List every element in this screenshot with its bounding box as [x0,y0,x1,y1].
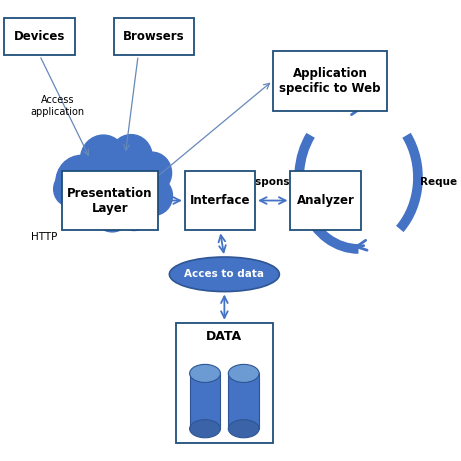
Polygon shape [228,373,259,429]
FancyBboxPatch shape [185,171,255,230]
Text: Application
specific to Web: Application specific to Web [279,67,381,95]
FancyBboxPatch shape [62,171,159,230]
Ellipse shape [189,420,220,438]
Text: Devices: Devices [14,30,65,43]
FancyBboxPatch shape [114,18,194,55]
Text: Analyzer: Analyzer [296,194,355,207]
Text: Response: Response [240,177,297,187]
Text: HTTP: HTTP [31,232,57,242]
Circle shape [56,155,107,209]
Polygon shape [189,373,220,429]
FancyBboxPatch shape [5,18,75,55]
Circle shape [69,180,111,224]
Ellipse shape [169,257,279,291]
FancyBboxPatch shape [176,323,273,443]
Text: Access
application: Access application [30,95,84,117]
Circle shape [53,171,87,207]
Text: Browsers: Browsers [123,30,185,43]
Circle shape [110,135,152,179]
Ellipse shape [228,364,259,383]
Text: Presentation
Layer: Presentation Layer [67,187,153,214]
Circle shape [81,135,126,183]
Circle shape [114,189,154,230]
Text: Acces to data: Acces to data [184,269,264,279]
FancyBboxPatch shape [290,171,361,230]
Ellipse shape [228,420,259,438]
Ellipse shape [189,364,220,383]
Circle shape [132,152,171,194]
FancyBboxPatch shape [273,51,387,111]
Circle shape [136,177,172,215]
Circle shape [92,154,141,205]
Text: DATA: DATA [207,330,242,343]
Circle shape [92,190,132,232]
Text: Reque: Reque [420,177,457,187]
Text: INTERNET: INTERNET [86,183,152,195]
Text: Interface: Interface [190,194,250,207]
